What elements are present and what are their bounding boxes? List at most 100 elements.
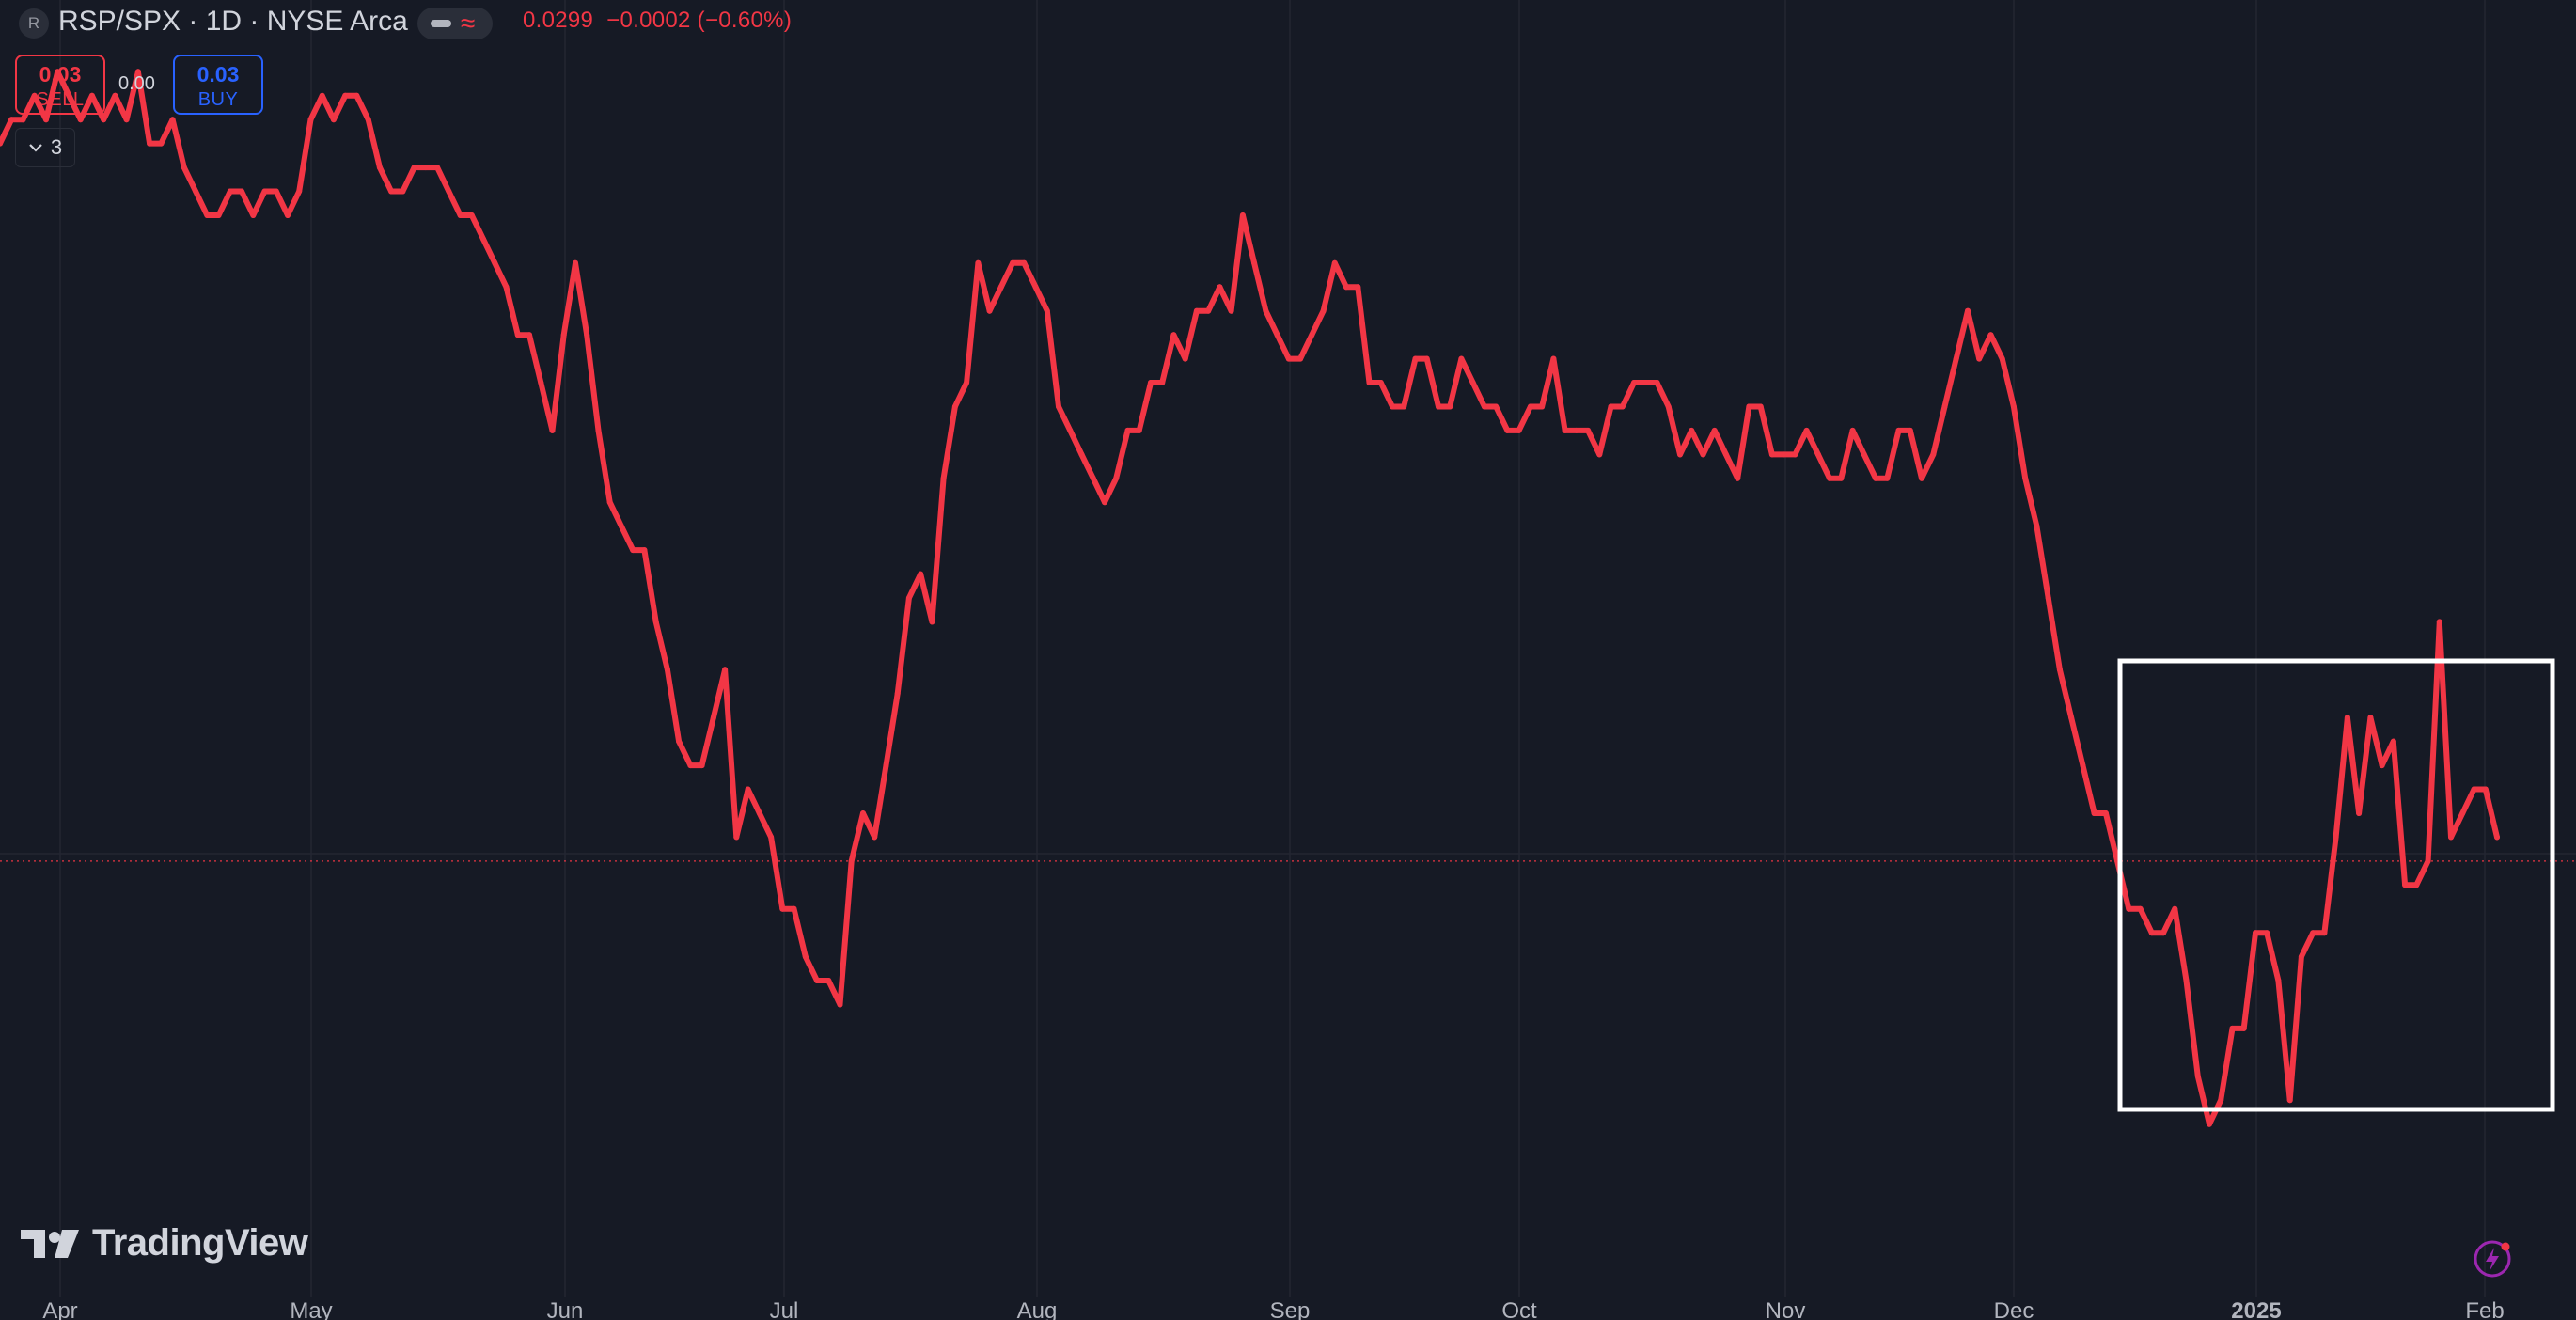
data-point xyxy=(457,212,463,218)
x-tick-label: Jun xyxy=(547,1298,584,1320)
data-point xyxy=(1124,427,1131,433)
data-point xyxy=(101,117,107,123)
series-points xyxy=(0,69,2500,1127)
data-point xyxy=(1285,355,1292,362)
data-point xyxy=(2045,595,2051,601)
data-point xyxy=(88,92,95,99)
data-point xyxy=(745,786,751,793)
data-point xyxy=(2218,1097,2224,1104)
data-point xyxy=(2413,882,2420,888)
data-point xyxy=(1274,332,1280,338)
lightning-icon[interactable] xyxy=(2473,1239,2512,1279)
data-point xyxy=(411,165,417,171)
data-point xyxy=(285,212,291,218)
buy-button[interactable]: 0.03 BUY xyxy=(173,55,263,115)
data-point xyxy=(1228,307,1234,314)
data-point xyxy=(1665,403,1672,410)
data-point xyxy=(872,834,878,841)
data-point xyxy=(986,307,993,314)
visibility-toggle[interactable]: ≈ xyxy=(417,8,493,39)
data-point xyxy=(687,762,694,769)
data-point xyxy=(1297,355,1304,362)
data-point xyxy=(1722,451,1729,458)
data-point xyxy=(860,810,866,816)
data-point xyxy=(2379,762,2385,769)
data-point xyxy=(997,284,1004,291)
data-point xyxy=(883,762,889,769)
data-point xyxy=(2286,1097,2293,1104)
data-point xyxy=(31,92,38,99)
data-point xyxy=(1516,427,1522,433)
data-point xyxy=(1113,475,1120,481)
data-point xyxy=(1965,307,1971,314)
data-point xyxy=(1631,380,1637,385)
data-point xyxy=(193,188,199,195)
data-point xyxy=(722,667,729,673)
data-point xyxy=(814,978,820,983)
data-point xyxy=(77,117,84,123)
data-point xyxy=(676,738,683,745)
data-point xyxy=(480,236,487,243)
data-point xyxy=(43,117,49,123)
data-point xyxy=(250,212,257,218)
time-axis: Apr May Jun Jul Aug Sep Oct Nov Dec 2025 Feb xyxy=(42,1298,2504,1320)
data-point xyxy=(239,188,244,195)
x-tick-label: Jul xyxy=(770,1298,799,1320)
data-point xyxy=(664,667,670,673)
data-point xyxy=(158,140,165,147)
data-point xyxy=(733,834,740,841)
data-point xyxy=(376,165,383,171)
data-point xyxy=(2240,1025,2247,1031)
data-point xyxy=(1919,475,1924,481)
data-point xyxy=(2448,834,2454,841)
data-point xyxy=(1263,307,1269,314)
data-point xyxy=(503,284,510,291)
data-point xyxy=(791,905,797,912)
symbol-badge[interactable]: R xyxy=(19,8,49,39)
data-point xyxy=(2207,1121,2212,1127)
data-point xyxy=(538,380,544,385)
data-point xyxy=(1976,355,1983,362)
data-point xyxy=(2010,403,2017,410)
data-point xyxy=(1331,259,1338,266)
symbol-title[interactable]: RSP/SPX · 1D · NYSE Arca xyxy=(58,6,408,37)
x-tick-label: Sep xyxy=(1270,1298,1311,1320)
data-point xyxy=(2333,834,2339,841)
data-point xyxy=(307,117,314,123)
data-point xyxy=(2080,762,2086,769)
highlight-box xyxy=(2117,658,2555,1112)
data-point xyxy=(388,188,395,195)
data-point xyxy=(514,332,521,338)
data-point xyxy=(2356,810,2363,816)
data-point xyxy=(2390,738,2396,745)
tradingview-logo[interactable]: TradingView xyxy=(21,1222,308,1265)
data-point xyxy=(319,92,325,99)
data-point xyxy=(1768,451,1775,458)
data-point xyxy=(1217,284,1223,291)
data-point xyxy=(2194,1073,2201,1079)
sell-value: 0.03 xyxy=(39,62,82,86)
data-point xyxy=(1596,451,1603,458)
data-point xyxy=(1884,475,1891,481)
data-point xyxy=(2471,786,2477,793)
data-point xyxy=(2102,810,2109,816)
data-point xyxy=(1803,427,1810,433)
indicators-collapse-button[interactable]: 3 xyxy=(15,128,75,167)
sell-button[interactable]: 0.03 SELL xyxy=(15,55,105,115)
data-point xyxy=(1746,403,1752,410)
data-point xyxy=(1849,427,1856,433)
logo-text: TradingView xyxy=(92,1222,308,1264)
data-point xyxy=(147,140,153,147)
data-point xyxy=(2091,810,2097,816)
data-point xyxy=(1423,355,1430,362)
data-point xyxy=(710,715,716,721)
data-point xyxy=(837,1001,843,1008)
data-point xyxy=(2425,857,2431,864)
data-point xyxy=(975,259,982,266)
data-point xyxy=(1205,307,1212,314)
data-point xyxy=(1251,259,1258,266)
data-point xyxy=(1481,403,1487,410)
data-point xyxy=(1907,427,1913,433)
